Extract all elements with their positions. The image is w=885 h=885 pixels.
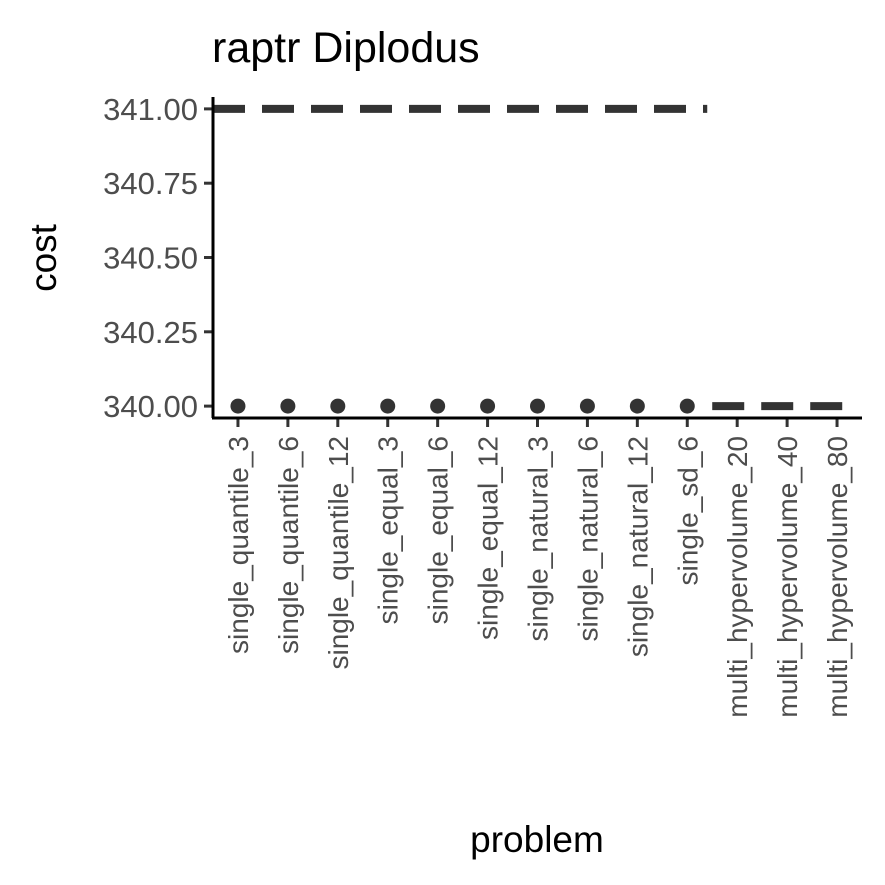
data-point bbox=[230, 398, 246, 414]
x-tick-label: single_natural_3 bbox=[523, 436, 554, 642]
x-tick-label: single_natural_12 bbox=[622, 436, 653, 657]
data-point bbox=[629, 398, 645, 414]
x-tick-label: single_sd_6 bbox=[672, 436, 703, 585]
x-axis-title: problem bbox=[470, 819, 604, 860]
data-point bbox=[679, 398, 695, 414]
y-tick-label: 340.75 bbox=[103, 166, 198, 201]
y-tick-label: 341.00 bbox=[103, 92, 198, 127]
data-point bbox=[380, 398, 396, 414]
y-axis-title: cost bbox=[23, 223, 64, 292]
y-tick-label: 340.50 bbox=[103, 241, 198, 276]
y-axis-ticks: 340.00 340.25 340.50 340.75 341.00 bbox=[103, 92, 213, 424]
x-tick-label: single_equal_12 bbox=[473, 436, 504, 640]
x-tick-label: single_natural_6 bbox=[572, 436, 603, 642]
data-point bbox=[430, 398, 446, 414]
data-point bbox=[579, 398, 595, 414]
chart-title: raptr Diplodus bbox=[212, 24, 480, 72]
x-tick-label: single_equal_3 bbox=[373, 436, 404, 624]
x-tick-label: single_equal_6 bbox=[423, 436, 454, 624]
x-tick-label: single_quantile_3 bbox=[223, 436, 254, 654]
data-point bbox=[280, 398, 296, 414]
y-tick-label: 340.25 bbox=[103, 315, 198, 350]
x-tick-label: single_quantile_12 bbox=[323, 436, 354, 670]
data-point bbox=[480, 398, 496, 414]
x-tick-label: multi_hypervolume_40 bbox=[772, 436, 803, 718]
x-axis-ticks: single_quantile_3 single_quantile_6 single… bbox=[223, 418, 853, 718]
x-tick-label: single_quantile_6 bbox=[273, 436, 304, 654]
data-point bbox=[330, 398, 346, 414]
data-point bbox=[530, 398, 545, 414]
plot-marks bbox=[213, 104, 858, 414]
x-tick-label: multi_hypervolume_80 bbox=[822, 436, 853, 718]
y-tick-label: 340.00 bbox=[103, 389, 198, 424]
x-tick-label: multi_hypervolume_20 bbox=[722, 436, 753, 718]
